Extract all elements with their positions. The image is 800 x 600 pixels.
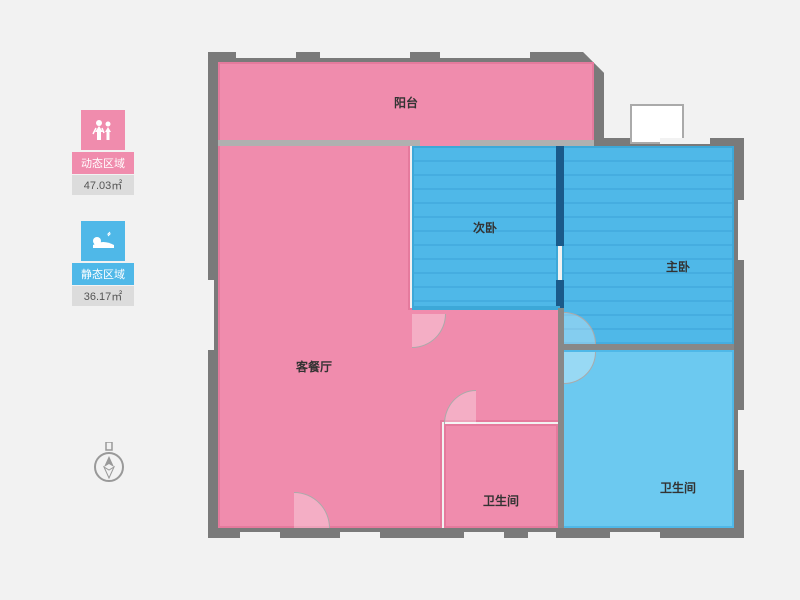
people-icon (81, 110, 125, 150)
room-living-label: 客餐厅 (296, 358, 332, 375)
legend-static-label: 静态区域 (72, 263, 134, 285)
legend-dynamic-label: 动态区域 (72, 152, 134, 174)
gap-bottom-3 (464, 532, 504, 538)
gap-right-2 (738, 410, 744, 470)
legend-dynamic-value: 47.03㎡ (72, 175, 134, 195)
wall-bed-divider (556, 146, 564, 246)
wall-secbed-bottom (412, 306, 560, 310)
legend-dynamic: 动态区域 47.03㎡ (72, 110, 134, 195)
legend: 动态区域 47.03㎡ 静态区域 36.17㎡ (72, 110, 134, 332)
gap-top-1 (236, 52, 296, 58)
gap-bottom-2 (340, 532, 380, 538)
room-second-bed-label: 次卧 (473, 219, 497, 236)
door-balcony (420, 140, 460, 146)
room-bath2-label: 卫生间 (660, 479, 696, 496)
room-balcony-label: 阳台 (394, 94, 418, 111)
gap-bottom-5 (610, 532, 660, 538)
floorplan: 阳台 客餐厅 次卧 主卧 卫生间 卫生间 (200, 50, 750, 550)
gap-top-3 (440, 52, 530, 58)
wall-right (734, 138, 744, 538)
room-bath1: 卫生间 (444, 424, 558, 528)
room-living-strip (408, 420, 442, 528)
legend-static-value: 36.17㎡ (72, 286, 134, 306)
sleep-icon (81, 221, 125, 261)
room-bath2: 卫生间 (562, 350, 734, 528)
room-balcony: 阳台 (218, 62, 594, 142)
wall-master-bath (562, 344, 734, 350)
gap-left (208, 280, 214, 350)
compass-icon (92, 442, 126, 489)
gap-right-1 (738, 200, 744, 260)
room-bath1-label: 卫生间 (483, 492, 519, 509)
gap-bottom-4 (528, 532, 556, 538)
gap-top-2 (320, 52, 410, 58)
room-master-bed: 主卧 (562, 146, 734, 346)
room-living: 客餐厅 (218, 146, 410, 528)
legend-static: 静态区域 36.17㎡ (72, 221, 134, 306)
gap-bottom-1 (240, 532, 280, 538)
gap-topright (660, 138, 710, 144)
wall-balcony-bottom (218, 140, 594, 146)
room-second-bed: 次卧 (412, 146, 558, 308)
room-master-bed-label: 主卧 (666, 258, 690, 275)
